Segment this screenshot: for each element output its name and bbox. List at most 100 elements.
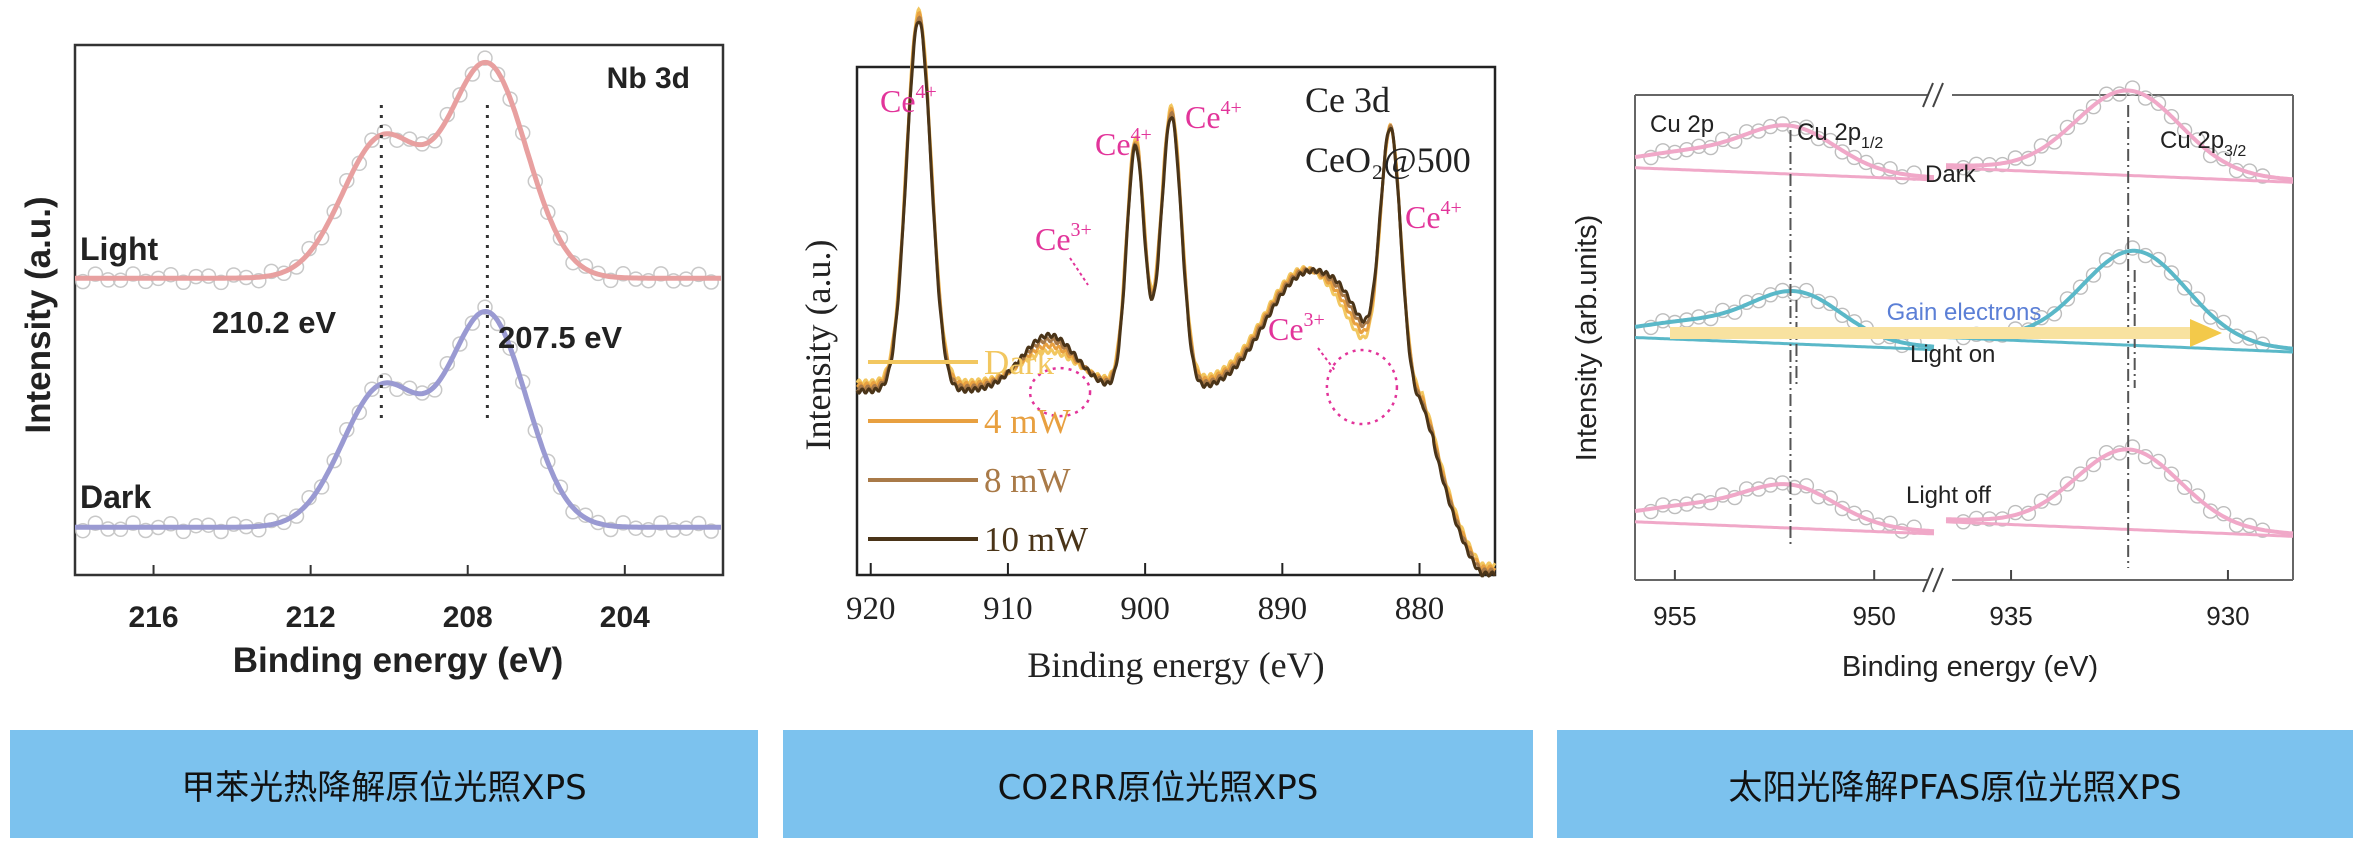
- nb3d-xlabel: Binding energy (eV): [233, 641, 564, 680]
- nb3d-raw-point: [251, 272, 267, 289]
- cu2p-raw-point: [2124, 240, 2141, 256]
- nb3d-raw-point: [653, 515, 669, 531]
- ce3d-series-line-dark: [855, 6, 1497, 569]
- nb3d-raw-point: [602, 272, 619, 289]
- ce3d-legend: Dark 4 mW 8 mW 10 mW: [868, 343, 1088, 559]
- nb3d-xtick-label: 216: [129, 601, 179, 634]
- ce3-label-arrow: [1069, 257, 1089, 286]
- nb3d-series-label-dark: Dark: [80, 479, 151, 515]
- ce3d-panel: 920 910 900 890 880 Ce4+ Ce4+ Ce4+ Ce4+ Ce3+ Ce3+…: [798, 6, 1497, 685]
- nb3d-raw-point: [690, 266, 707, 283]
- cu2p-raw-point: [2163, 265, 2180, 281]
- cu2p-raw-point: [2059, 291, 2076, 307]
- axis-break-mark: [1922, 567, 1934, 593]
- nb3d-annotation-210: 210.2 eV: [212, 305, 336, 340]
- nb3d-raw-point: [87, 266, 104, 282]
- ce3d-series-line-8-mw: [855, 15, 1496, 576]
- axis-break-mark: [1932, 567, 1944, 593]
- cu2p-raw-point: [1834, 307, 1851, 323]
- cu2p-baseline: [1945, 520, 2293, 538]
- ce3d-legend-label: Dark: [984, 343, 1054, 382]
- cu2p-title: Cu 2p: [1650, 111, 1714, 138]
- ce3d-xtick-label: 900: [1120, 591, 1170, 627]
- nb3d-raw-point: [364, 132, 380, 148]
- cu2p-raw-point: [2163, 466, 2180, 482]
- cu2p-arrow-shaft: [1670, 327, 2190, 339]
- cu2p-raw-point: [2163, 108, 2180, 125]
- ce-label-3plus: Ce3+: [1268, 309, 1325, 347]
- cu2p-raw-point: [2202, 309, 2219, 325]
- cu2p-xtick-label: 955: [1653, 601, 1696, 631]
- ce3-label-arrow: [1317, 347, 1337, 373]
- nb3d-raw-point: [477, 50, 493, 66]
- ce3d-legend-label: 4 mW: [984, 402, 1071, 441]
- nb3d-curves: [75, 50, 721, 540]
- cu2p-series-line-light-off: [1945, 447, 2294, 536]
- cu2p-raw-point: [2189, 291, 2206, 307]
- ce3d-xtick-label: 910: [983, 591, 1033, 627]
- ce3d-xlabel: Binding energy (eV): [1027, 645, 1324, 685]
- cu2p-raw-point: [2085, 98, 2102, 115]
- caption-co2rr: CO2RR原位光照XPS: [783, 730, 1533, 838]
- ce3d-xticks: 920 910 900 890 880: [846, 563, 1444, 627]
- nb3d-raw-point: [75, 273, 91, 290]
- nb3d-series-line-dark: [75, 308, 721, 530]
- cu2p-baseline: [1634, 520, 1935, 536]
- cu2p-raw-point: [2150, 453, 2167, 470]
- cu2p-raw-point: [2189, 488, 2206, 504]
- nb3d-raw-point: [464, 66, 481, 82]
- figure: 216 212 208 204 Nb 3d Light Dark 210.2 eV 2…: [19, 6, 2294, 685]
- nb3d-raw-point: [703, 523, 719, 539]
- nb3d-xtick-label: 208: [443, 601, 493, 634]
- ce3-highlight-circle: [1325, 348, 1399, 426]
- ce-label-4plus: Ce4+: [1095, 124, 1152, 162]
- cu2p-raw-point: [2072, 466, 2089, 482]
- ce3d-xtick-label: 890: [1258, 591, 1308, 627]
- ce3d-ylabel: Intensity (a.u.): [798, 240, 838, 451]
- axis-break-mark: [1922, 82, 1934, 108]
- ce3d-xtick-label: 880: [1395, 591, 1445, 627]
- nb3d-ylabel: Intensity (a.u.): [19, 196, 58, 433]
- nb3d-plot-frame: [73, 43, 725, 577]
- cu2p-series-line-light-off: [1634, 482, 1935, 534]
- axis-break-mark: [1932, 82, 1944, 108]
- nb3d-raw-point: [163, 516, 179, 532]
- cu2p-ylabel: Intensity (arb.units): [1571, 215, 1603, 462]
- nb3d-xtick-label: 204: [600, 601, 650, 634]
- cu2p-xticks: 955 950 935 930: [1653, 570, 2250, 631]
- ce3d-series-line-10-mw: [855, 20, 1497, 578]
- nb3d-raw-point: [163, 266, 179, 283]
- nb3d-raw-point: [665, 522, 682, 538]
- ce-label-4plus: Ce4+: [880, 81, 937, 119]
- nb3d-series-line-light: [75, 59, 721, 281]
- cu2p-raw-point: [2150, 251, 2167, 268]
- nb3d-raw-point: [125, 266, 141, 282]
- nb3d-raw-point: [653, 266, 669, 282]
- ce3d-series-line-4-mw: [856, 10, 1497, 572]
- nb3d-raw-point: [326, 203, 342, 220]
- nb3d-title: Nb 3d: [607, 62, 690, 95]
- cu2p-raw-point: [2072, 109, 2089, 125]
- nb3d-raw-point: [125, 515, 141, 531]
- nb3d-raw-point: [690, 515, 707, 532]
- ce3d-legend-label: 10 mW: [984, 520, 1088, 559]
- cu2p-xtick-label: 930: [2206, 601, 2249, 631]
- ce-label-3plus: Ce3+: [1035, 219, 1092, 257]
- cu2p-raw-point: [2059, 119, 2076, 136]
- nb3d-raw-point: [665, 273, 682, 289]
- nb3d-raw-point: [75, 522, 91, 539]
- cu2p-xtick-label: 950: [1853, 601, 1896, 631]
- ce3d-legend-label: 8 mW: [984, 461, 1071, 500]
- ce3d-title: Ce 3d: [1305, 80, 1390, 120]
- ce3d-subtitle: CeO₂@500: [1305, 140, 1471, 180]
- cu2p-raw-point: [2124, 439, 2141, 455]
- caption-toluene: 甲苯光热降解原位光照XPS: [10, 730, 758, 838]
- cu2p-raw-point: [2085, 267, 2102, 283]
- nb3d-series-label-light: Light: [80, 231, 159, 267]
- ce-label-4plus: Ce4+: [1405, 197, 1462, 235]
- cu2p-series-line-dark: [1634, 123, 1935, 180]
- nb3d-raw-point: [213, 274, 229, 291]
- cu2p-series-label-light-on: Light on: [1910, 341, 1995, 368]
- nb3d-raw-point: [225, 267, 242, 283]
- cu2p-arrow-label: Gain electrons: [1887, 299, 2042, 326]
